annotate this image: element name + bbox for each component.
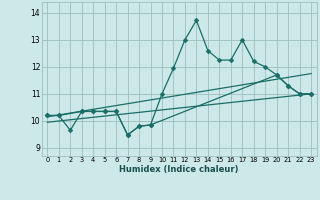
X-axis label: Humidex (Indice chaleur): Humidex (Indice chaleur) bbox=[119, 165, 239, 174]
